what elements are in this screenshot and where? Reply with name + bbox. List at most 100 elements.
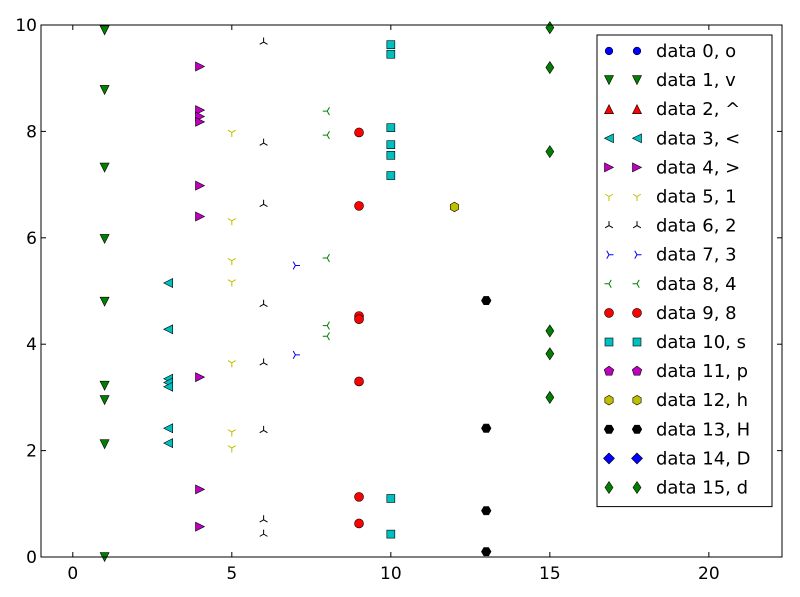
data-point xyxy=(386,171,396,180)
data-point xyxy=(227,218,236,226)
legend-label: data 15, d xyxy=(656,478,748,499)
data-point xyxy=(99,296,110,307)
x-tick-label: 20 xyxy=(698,564,720,584)
data-point xyxy=(386,529,396,539)
legend-label: data 14, D xyxy=(656,448,750,469)
data-point xyxy=(195,61,206,72)
data-point xyxy=(259,37,268,45)
data-point xyxy=(292,261,300,270)
legend-label: data 11, p xyxy=(656,361,748,382)
legend-marker xyxy=(606,250,614,259)
legend-label: data 9, 8 xyxy=(656,303,737,324)
legend-marker xyxy=(604,162,615,173)
y-tick-label: 10 xyxy=(15,16,37,36)
legend-marker xyxy=(603,133,614,144)
data-markers xyxy=(99,21,555,563)
data-point xyxy=(227,279,236,287)
legend-marker xyxy=(604,308,614,318)
data-point xyxy=(195,116,206,127)
data-point xyxy=(227,360,236,368)
legend-box xyxy=(596,34,773,508)
legend-marker xyxy=(632,308,642,318)
data-point xyxy=(99,25,110,36)
legend-label: data 12, h xyxy=(656,390,748,411)
legend-marker xyxy=(632,480,642,495)
data-point xyxy=(481,423,492,433)
data-point xyxy=(545,390,555,404)
data-point xyxy=(481,547,492,557)
legend-marker xyxy=(604,221,614,229)
legend: data 0, o data 1, v data 2, ^ data 3, < data… xyxy=(596,34,773,508)
data-point xyxy=(227,445,236,453)
legend-label: data 0, o xyxy=(656,41,736,62)
data-point xyxy=(386,140,396,149)
legend-marker xyxy=(604,104,614,114)
data-point xyxy=(195,521,206,532)
legend-marker xyxy=(603,452,615,465)
data-point xyxy=(99,395,110,406)
data-point xyxy=(322,332,330,341)
legend-marker xyxy=(632,46,642,56)
legend-marker xyxy=(604,193,614,201)
legend-marker xyxy=(632,221,642,229)
legend-marker xyxy=(604,395,614,406)
data-point xyxy=(449,201,459,213)
data-point xyxy=(545,61,555,75)
data-point xyxy=(259,529,268,537)
data-point xyxy=(163,278,174,289)
data-point xyxy=(259,138,268,146)
y-tick-label: 8 xyxy=(26,122,37,142)
legend-label: data 8, 4 xyxy=(656,274,737,295)
data-point xyxy=(259,515,268,523)
legend-marker xyxy=(632,75,642,86)
legend-marker xyxy=(632,193,642,201)
x-tick-label: 5 xyxy=(226,564,237,584)
y-tick-label: 6 xyxy=(26,229,37,249)
data-point xyxy=(386,40,396,49)
legend-marker xyxy=(604,337,614,347)
data-point xyxy=(227,257,236,266)
data-point xyxy=(227,429,236,437)
data-point xyxy=(481,296,492,306)
data-point xyxy=(354,376,364,387)
data-point xyxy=(354,492,364,502)
data-point xyxy=(195,372,206,383)
data-point xyxy=(163,423,174,434)
axis-tick-labels: 0 5 10 15 20 0 2 4 6 8 10 xyxy=(15,16,719,584)
data-point xyxy=(292,350,300,359)
data-point xyxy=(163,438,174,449)
data-point xyxy=(386,49,396,59)
legend-marker xyxy=(634,250,642,259)
legend-label: data 5, 1 xyxy=(656,187,737,208)
x-tick-label: 10 xyxy=(380,564,402,584)
legend-marker xyxy=(631,133,642,144)
data-point xyxy=(227,129,236,137)
data-point xyxy=(259,299,268,307)
legend-marker xyxy=(632,162,643,173)
data-point xyxy=(99,439,110,450)
data-point xyxy=(195,105,206,116)
data-point xyxy=(322,130,330,140)
data-point xyxy=(99,85,110,96)
data-point xyxy=(322,253,330,263)
data-point xyxy=(163,324,174,335)
y-tick-label: 0 xyxy=(26,548,37,568)
legend-marker xyxy=(632,279,640,288)
data-point xyxy=(545,347,555,361)
data-point xyxy=(386,151,396,160)
legend-marker xyxy=(632,337,642,347)
legend-label: data 13, H xyxy=(656,419,750,440)
legend-marker xyxy=(604,279,612,288)
data-point xyxy=(386,123,396,132)
data-point xyxy=(354,518,364,529)
legend-marker xyxy=(631,365,643,376)
plot-frame xyxy=(40,24,783,558)
legend-marker xyxy=(603,365,615,376)
y-tick-label: 2 xyxy=(26,442,37,462)
legend-marker xyxy=(632,395,642,406)
data-point xyxy=(195,211,206,222)
data-point xyxy=(354,201,364,211)
data-point xyxy=(545,324,555,338)
data-point xyxy=(481,506,492,516)
